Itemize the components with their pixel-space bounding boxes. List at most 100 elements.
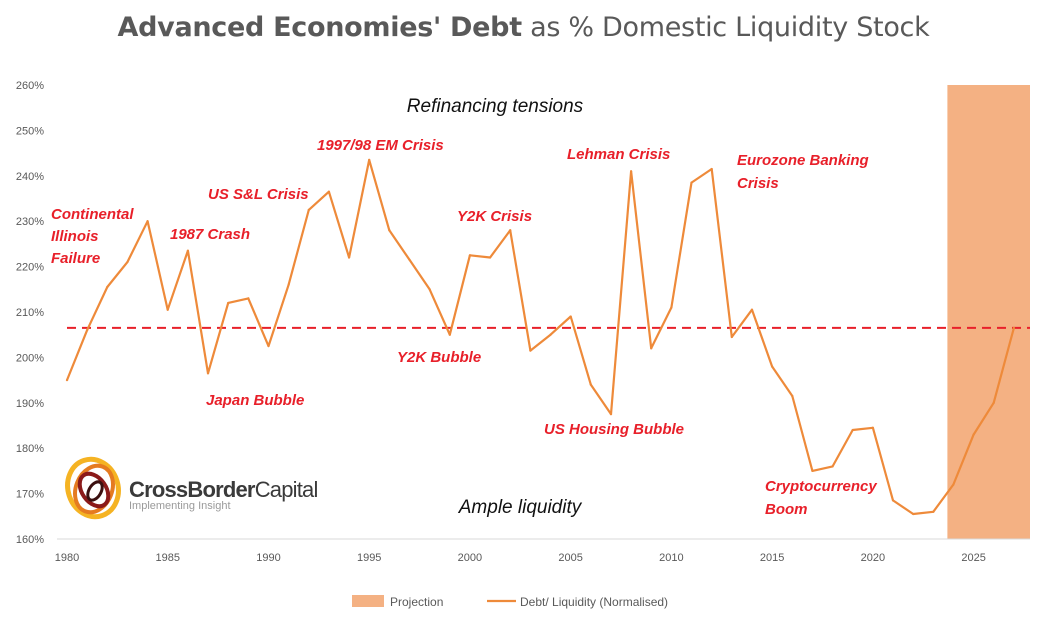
data-point [227, 301, 230, 305]
legend-projection-label: Projection [390, 595, 443, 609]
y-axis: 160% 170% 180% 190% 200% 210% 220% 230% 240% 250%… [16, 80, 44, 546]
x-tick-label: 2010 [659, 552, 683, 564]
data-point [912, 512, 915, 516]
chart-title-bold: Advanced Economies' Debt [117, 12, 523, 43]
annotation-crypto-line2: Boom [765, 501, 808, 518]
annotation-cryptocurrency-boom: Cryptocurrency Boom [765, 478, 881, 518]
data-point [1012, 326, 1015, 329]
x-tick-label: 2015 [760, 552, 784, 564]
data-point [630, 170, 633, 173]
data-point [267, 344, 270, 348]
data-point [509, 229, 512, 232]
y-tick-label: 200% [16, 352, 44, 364]
data-point [771, 365, 774, 368]
data-point [791, 394, 794, 398]
legend-series-label: Debt/ Liquidity (Normalised) [520, 595, 668, 609]
data-point [247, 297, 250, 300]
data-point [287, 283, 290, 286]
logo-swirl-icon [65, 456, 121, 520]
x-tick-label: 1980 [55, 552, 79, 564]
annotation-continental-line1: Continental [51, 206, 134, 223]
y-tick-label: 230% [16, 216, 44, 228]
annotation-continental-illinois: Continental Illinois Failure [51, 206, 138, 267]
data-point [569, 315, 572, 318]
annotation-us-sl-crisis: US S&L Crisis [208, 186, 309, 203]
y-tick-label: 260% [16, 80, 44, 92]
data-point [891, 499, 895, 502]
series-points [65, 158, 1015, 516]
annotation-eurozone-line1: Eurozone Banking [737, 152, 869, 169]
chart-title-rest: as % Domestic Liquidity Stock [521, 12, 930, 43]
data-point [126, 260, 129, 264]
data-point [488, 256, 492, 259]
x-tick-label: 1995 [357, 552, 381, 564]
data-point [368, 158, 371, 162]
x-tick-label: 2025 [961, 552, 985, 564]
data-point [388, 229, 391, 232]
data-point [106, 285, 109, 289]
data-point [710, 167, 713, 171]
y-tick-label: 250% [16, 125, 44, 137]
annotation-y2k-crisis: Y2K Crisis [457, 208, 532, 225]
zone-label-ample: Ample liquidity [458, 497, 583, 518]
data-point [932, 510, 935, 513]
annotation-eurozone-banking-crisis: Eurozone Banking Crisis [737, 152, 873, 192]
data-point [448, 333, 451, 336]
data-point [166, 308, 169, 311]
data-point [690, 181, 693, 184]
data-point [347, 256, 351, 259]
x-tick-label: 1985 [155, 552, 179, 564]
data-point [468, 254, 472, 257]
data-point [871, 426, 874, 429]
series-line-debt-liquidity [65, 158, 1015, 516]
data-point [992, 401, 995, 404]
x-tick-label: 2005 [558, 552, 582, 564]
annotation-continental-line3: Failure [51, 250, 100, 267]
data-point [549, 333, 552, 336]
y-tick-label: 170% [16, 489, 44, 501]
annotation-y2k-bubble: Y2K Bubble [397, 349, 481, 366]
annotation-eurozone-line2: Crisis [737, 175, 779, 192]
logo-name: CrossBorderCapital [129, 477, 318, 503]
y-tick-label: 210% [16, 307, 44, 319]
data-point [529, 349, 532, 352]
annotation-japan-bubble: Japan Bubble [206, 392, 304, 409]
data-point [307, 208, 310, 211]
data-point [65, 379, 69, 382]
data-point [670, 306, 673, 309]
zone-label-refinancing: Refinancing tensions [407, 96, 584, 117]
annotation-continental-line2: Illinois [51, 228, 99, 245]
x-tick-label: 1990 [256, 552, 280, 564]
logo-tagline: Implementing Insight [129, 500, 231, 512]
data-point [327, 190, 331, 193]
legend-projection-swatch [352, 595, 384, 607]
data-point [589, 383, 592, 386]
logo-name-bold: CrossBorder [129, 477, 255, 502]
data-point [851, 428, 854, 432]
chart-title: Advanced Economies' Debt as % Domestic L… [0, 12, 1047, 43]
annotation-us-housing-bubble: US Housing Bubble [544, 421, 684, 438]
x-axis: 1980 1985 1990 1995 2000 2005 2010 2015 2020 2025 [55, 552, 986, 564]
data-point [186, 249, 189, 252]
annotation-lehman-crisis: Lehman Crisis [567, 146, 670, 163]
data-point [146, 220, 149, 223]
y-tick-label: 240% [16, 171, 44, 183]
data-point [952, 483, 955, 486]
annotation-crypto-line1: Cryptocurrency [765, 478, 877, 495]
logo-name-rest: Capital [254, 477, 319, 502]
data-point [972, 433, 975, 436]
x-tick-label: 2000 [458, 552, 482, 564]
annotation-1987-crash: 1987 Crash [170, 226, 250, 243]
data-point [609, 413, 613, 416]
x-tick-label: 2020 [861, 552, 885, 564]
data-point [86, 329, 89, 332]
data-point [750, 308, 754, 311]
data-point [730, 335, 733, 339]
y-tick-label: 160% [16, 534, 44, 546]
data-point [428, 288, 431, 291]
data-point [811, 469, 814, 472]
legend: Projection Debt/ Liquidity (Normalised) [352, 595, 668, 609]
y-tick-label: 180% [16, 443, 44, 455]
y-tick-label: 190% [16, 398, 44, 410]
